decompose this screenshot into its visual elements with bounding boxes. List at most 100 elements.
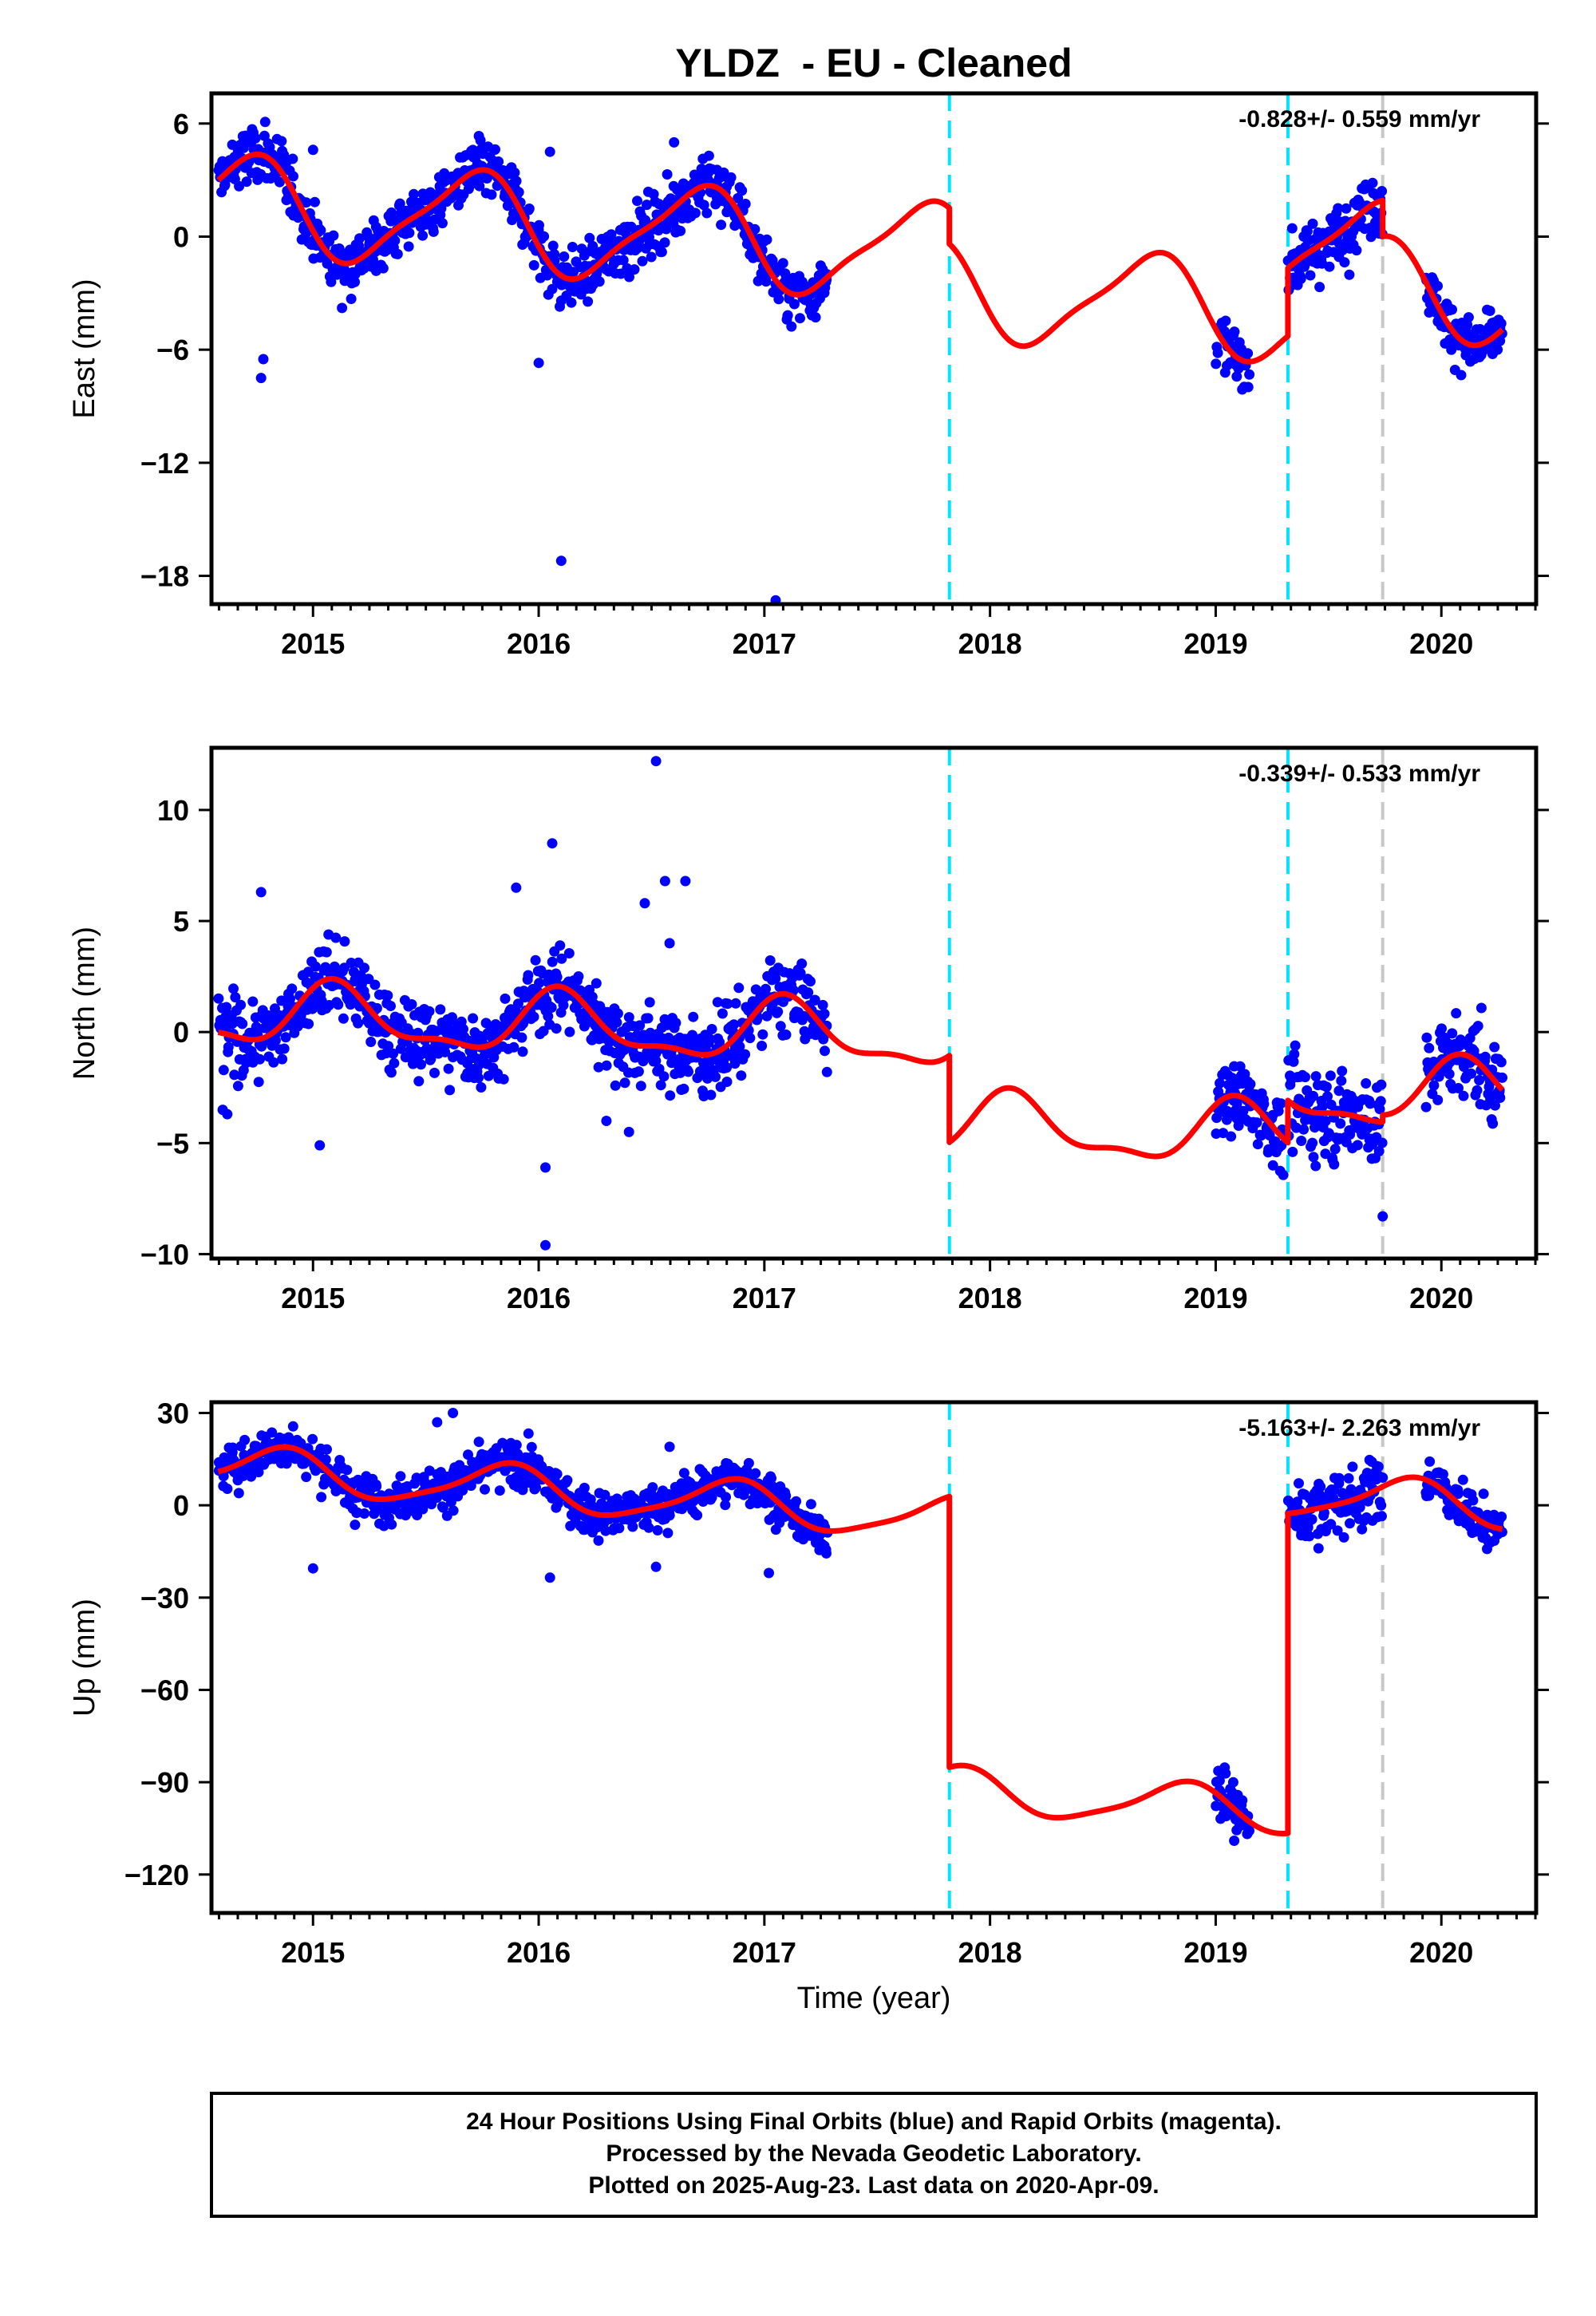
east-data-point [594,276,605,287]
east-x-tick-label: 2017 [733,627,796,660]
east-data-point [606,229,617,240]
north-outlier-point [659,875,670,887]
up-data-point [531,1482,542,1493]
north-data-point [1447,1028,1458,1039]
north-data-point [1487,1118,1499,1129]
north-outlier-point [314,1140,326,1151]
east-data-point [534,219,544,231]
east-data-point [740,199,751,209]
north-data-point [764,955,776,966]
north-data-point [1472,1085,1483,1096]
north-outlier-point [664,938,675,949]
north-data-point [218,1065,229,1076]
up-data-point [1220,1768,1231,1779]
east-data-point [777,258,788,269]
up-data-point [1345,1518,1355,1529]
north-data-point [717,1008,728,1019]
east-data-point [1220,315,1231,326]
north-data-point [229,1069,240,1081]
north-data-point [611,1017,622,1028]
north-x-tick-label: 2015 [281,1282,345,1314]
up-data-point [678,1468,689,1479]
east-outlier-point [770,595,781,604]
north-data-point [1300,1072,1310,1083]
north-data-point [277,1053,288,1065]
north-data-point [819,1008,830,1019]
north-data-point [339,936,350,947]
up-data-point [664,1510,675,1521]
up-y-tick-label: −120 [124,1859,189,1891]
north-outlier-point [540,1239,551,1251]
east-x-tick-label: 2018 [958,627,1022,660]
up-data-point [1294,1478,1304,1489]
up-data-point [1325,1519,1337,1530]
north-data-point [623,1012,634,1023]
east-x-tick-label: 2019 [1183,627,1247,660]
north-y-tick-label: 5 [173,905,189,938]
east-data-point [789,298,800,310]
north-data-point [678,1083,689,1094]
east-data-point [1229,326,1240,338]
east-data-point [689,207,701,219]
east-data-point [250,132,261,144]
up-outlier-point [664,1441,675,1452]
north-data-point [247,996,259,1007]
north-data-point [710,1071,721,1082]
north-data-point [705,1089,717,1101]
north-x-tick-label: 2016 [507,1282,571,1314]
north-data-point [353,1018,364,1029]
north-frame [209,745,1539,1261]
north-data-point [1251,1117,1262,1128]
north-data-point [729,1019,740,1030]
east-data-point [1367,177,1378,188]
east-data-point [767,255,778,266]
north-outlier-point [255,887,267,898]
north-data-point [237,1018,248,1030]
north-data-point [803,987,814,998]
up-data-point [417,1504,429,1515]
north-data-point [1308,1090,1319,1101]
east-data-point [315,225,326,236]
north-data-point [1489,1041,1500,1053]
north-data-point [1322,1091,1333,1102]
east-data-point [1456,370,1467,381]
up-y-tick-label: −30 [140,1582,189,1614]
up-data-point [720,1500,731,1511]
east-y-tick-label: −6 [156,334,189,366]
up-data-point [253,1467,264,1478]
north-data-point [736,1070,747,1081]
east-data-point [659,237,670,248]
east-data-point [1211,358,1222,370]
east-data-point [394,198,405,209]
east-data-point [509,167,520,178]
up-data-point [780,1490,792,1501]
east-data-point [288,171,298,182]
north-data-point [1218,1128,1229,1139]
north-data-point [558,1000,569,1010]
up-data-point [1338,1531,1349,1543]
north-data-point [1474,1075,1485,1085]
north-data-point [443,1063,454,1074]
east-data-point [1339,257,1350,268]
up-data-point [1496,1512,1507,1522]
up-model-curve [217,1444,1503,1836]
east-y-axis-label: East (mm) [68,279,101,418]
north-data-point [255,1053,265,1065]
north-data-point [280,1032,291,1043]
north-data-point [1317,1101,1328,1113]
north-outlier-point [623,1126,634,1137]
north-data-point [714,1037,725,1048]
up-data-point [473,1437,484,1448]
north-data-point [365,1037,377,1047]
north-data-point [1428,1080,1440,1091]
north-data-point [772,1006,784,1018]
east-data-point [1484,306,1495,316]
east-data-point [417,230,429,241]
north-data-point [1275,1098,1286,1109]
up-data-point [1294,1517,1306,1528]
north-data-point [500,993,511,1004]
north-data-point [1245,1078,1256,1089]
up-data-point [1315,1481,1326,1492]
up-data-point [526,1441,537,1452]
east-model-curve [216,151,1504,365]
